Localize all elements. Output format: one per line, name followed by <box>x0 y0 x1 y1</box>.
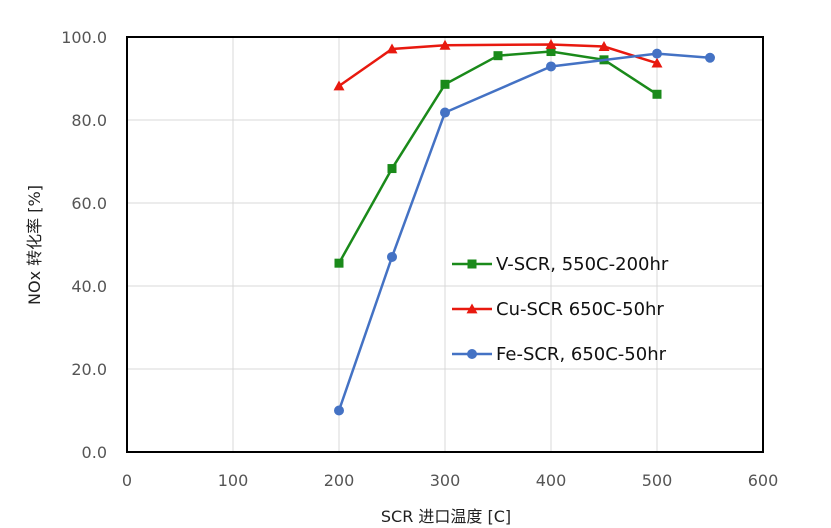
data-point <box>387 164 397 174</box>
data-point <box>333 80 345 91</box>
series-1 <box>334 47 662 268</box>
series-line <box>338 43 658 87</box>
x-tick-label: 400 <box>536 471 567 490</box>
data-point <box>440 79 450 89</box>
data-point <box>705 52 715 63</box>
x-tick-label: 0 <box>122 471 132 490</box>
y-tick-label: 80.0 <box>71 111 107 130</box>
series-line <box>337 50 658 264</box>
x-tick-label: 200 <box>324 471 355 490</box>
data-point <box>651 57 663 68</box>
legend: V-SCR, 550C-200hr Cu-SCR 650C-50hr Fe-SCR,… <box>452 254 669 365</box>
data-point <box>334 405 344 416</box>
x-tick-label: 100 <box>218 471 249 490</box>
series-layer <box>333 38 715 416</box>
legend-label: V-SCR, 550C-200hr <box>496 254 669 275</box>
data-point <box>598 41 610 51</box>
y-tick-label: 60.0 <box>71 194 107 213</box>
y-tick-label: 40.0 <box>71 277 107 296</box>
x-tick-label: 600 <box>748 471 779 490</box>
data-point <box>440 107 450 118</box>
y-tick-label: 100.0 <box>61 28 107 47</box>
x-axis-title: SCR 进口温度 [C] <box>381 507 511 526</box>
series-line <box>337 52 711 411</box>
axes <box>126 36 764 453</box>
legend-label: Cu-SCR 650C-50hr <box>496 299 664 320</box>
y-tick-label: 20.0 <box>71 360 107 379</box>
data-point <box>439 39 451 50</box>
legend-marker <box>466 303 478 314</box>
y-tick-label: 0.0 <box>82 443 107 462</box>
data-point <box>546 47 556 57</box>
data-point <box>334 258 344 268</box>
data-point <box>386 43 398 54</box>
tick-labels: 0 100 200 300 400 500 600 0.0 20.0 40.0 60.0 80.0 10… <box>61 28 778 490</box>
x-tick-label: 500 <box>642 471 673 490</box>
legend-marker <box>467 259 477 269</box>
data-point <box>493 51 503 61</box>
series-3 <box>334 48 715 416</box>
series-2 <box>333 38 663 91</box>
data-point <box>652 89 662 99</box>
grid <box>127 37 763 452</box>
plot-frame <box>126 36 764 453</box>
legend-item: V-SCR, 550C-200hr <box>452 254 669 275</box>
x-tick-label: 300 <box>430 471 461 490</box>
data-point <box>387 251 397 262</box>
y-axis-title: NOx 转化率 [%] <box>25 185 44 305</box>
legend-marker <box>467 349 477 359</box>
legend-label: Fe-SCR, 650C-50hr <box>496 344 667 365</box>
legend-item: Fe-SCR, 650C-50hr <box>452 344 667 365</box>
data-point <box>546 61 556 72</box>
data-point <box>652 48 662 59</box>
data-point <box>545 38 557 49</box>
legend-item: Cu-SCR 650C-50hr <box>452 299 664 320</box>
